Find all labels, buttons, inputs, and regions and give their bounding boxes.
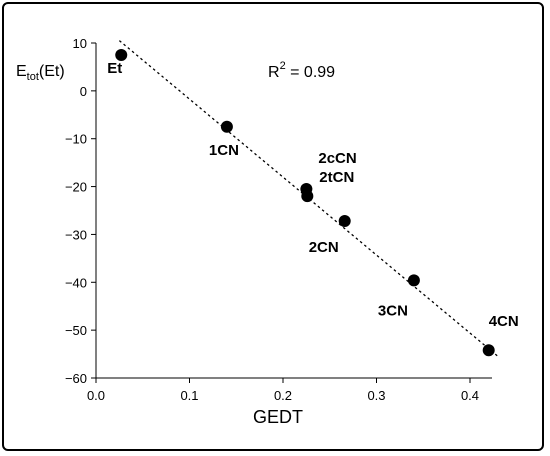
x-tick-label: 0.1: [180, 388, 198, 403]
data-point-et: [115, 48, 128, 61]
point-label-3cn: 3CN: [378, 302, 408, 319]
x-tick-label: 0.0: [87, 388, 105, 403]
point-label-2cn: 2CN: [309, 239, 339, 256]
point-label-et: Et: [107, 60, 122, 77]
y-axis-title-rest: (Et): [39, 63, 65, 80]
r-squared-annotation: R2 = 0.99: [268, 60, 335, 81]
x-tick-label: 0.3: [367, 388, 385, 403]
figure-frame: [2, 2, 544, 451]
r-squared-prefix: R: [268, 64, 280, 81]
y-axis-title-sub: tot: [27, 71, 39, 83]
x-axis-title: GEDT: [253, 407, 303, 427]
data-point-2tcn: [301, 190, 314, 203]
x-tick-label: 0.2: [274, 388, 292, 403]
r-squared-suffix: = 0.99: [286, 64, 335, 81]
y-tick-label: −40: [65, 275, 87, 290]
y-tick-label: 0: [80, 84, 87, 99]
y-axis-title: Etot(Et): [16, 63, 65, 83]
point-label-4cn: 4CN: [489, 313, 519, 330]
point-label-2tcn: 2tCN: [319, 169, 354, 186]
y-tick-label: −50: [65, 323, 87, 338]
data-point-1cn: [220, 120, 233, 133]
y-tick-label: 10: [73, 36, 87, 51]
y-tick-label: −30: [65, 227, 87, 242]
data-point-4cn: [482, 344, 495, 357]
point-label-2ccn: 2cCN: [318, 150, 356, 167]
data-point-2cn: [338, 215, 351, 228]
x-tick-label: 0.4: [461, 388, 479, 403]
r-squared-sup: 2: [280, 60, 286, 72]
data-point-3cn: [407, 274, 420, 287]
y-tick-label: −20: [65, 180, 87, 195]
point-label-1cn: 1CN: [209, 142, 239, 159]
y-tick-label: −10: [65, 132, 87, 147]
y-axis-title-main: E: [16, 63, 27, 80]
y-tick-label: −60: [65, 371, 87, 386]
